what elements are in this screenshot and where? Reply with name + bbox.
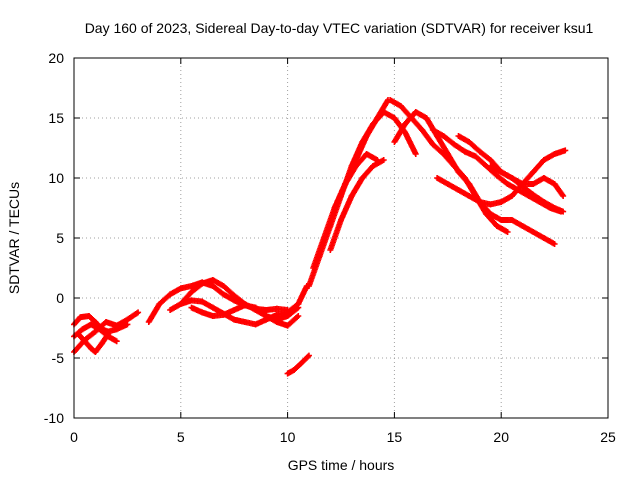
series-track-4 xyxy=(75,331,112,355)
data-point xyxy=(135,309,142,316)
x-tick-label: 25 xyxy=(600,429,616,445)
data-point xyxy=(412,151,419,157)
data-point xyxy=(295,313,302,319)
data-point xyxy=(294,314,301,321)
grid-lines xyxy=(74,58,608,418)
y-tick-label: 5 xyxy=(56,230,64,246)
y-tick-label: 20 xyxy=(48,50,64,66)
series-track-19 xyxy=(487,163,567,215)
series-track-11 xyxy=(310,97,391,271)
series-track-8 xyxy=(188,302,302,329)
series-track-12 xyxy=(327,157,387,253)
data-point xyxy=(294,305,301,312)
data-point xyxy=(295,304,302,311)
y-tick-label: 10 xyxy=(48,170,64,186)
x-axis-label: GPS time / hours xyxy=(288,457,395,473)
y-tick-label: 15 xyxy=(48,110,64,126)
data-point xyxy=(105,331,112,337)
series-track-15 xyxy=(391,109,558,247)
series-track-9 xyxy=(284,352,312,377)
data-point xyxy=(305,352,312,359)
y-tick-label: 0 xyxy=(56,290,64,306)
x-tick-label: 20 xyxy=(493,429,509,445)
data-point xyxy=(560,208,567,215)
data-point xyxy=(124,321,131,328)
data-points xyxy=(71,97,569,377)
data-point xyxy=(113,338,120,345)
data-point xyxy=(380,157,387,163)
y-tick-label: -5 xyxy=(52,350,65,366)
series-track-3 xyxy=(71,321,120,345)
series-track-17 xyxy=(434,147,569,208)
series-track-10 xyxy=(305,109,419,289)
data-point xyxy=(133,310,140,317)
data-point xyxy=(562,147,569,154)
x-tick-label: 5 xyxy=(177,429,185,445)
data-point xyxy=(504,229,511,235)
x-tick-label: 15 xyxy=(387,429,403,445)
data-point xyxy=(304,353,311,360)
data-point xyxy=(374,157,381,163)
x-tick-label: 10 xyxy=(280,429,296,445)
data-point xyxy=(551,241,558,247)
x-tick-label: 0 xyxy=(70,429,78,445)
data-point xyxy=(560,193,567,199)
series-track-13 xyxy=(331,151,381,211)
y-tick-label: -10 xyxy=(44,410,64,426)
y-axis-label: SDTVAR / TECUs xyxy=(6,182,22,294)
axis-ticks: 0 5 10 15 20 25 -10 -5 0 5 10 15 20 xyxy=(44,50,616,445)
chart-title: Day 160 of 2023, Sidereal Day-to-day VTE… xyxy=(85,20,594,36)
